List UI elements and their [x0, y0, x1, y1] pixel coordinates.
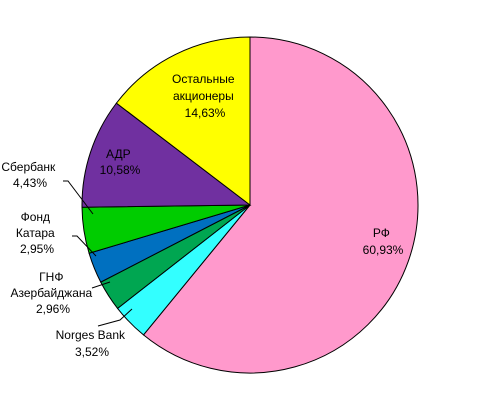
- label-sberbank-value: 4,43%: [13, 176, 47, 190]
- label-gnf-azerbaijan: ГНФ Азербайджана 2,96%: [10, 270, 95, 316]
- label-rf-value: 60,93%: [363, 243, 404, 257]
- leader-line-fond-katara: [72, 235, 97, 257]
- label-fond-katara-line2: Катара: [16, 226, 55, 240]
- label-adr-value: 10,58%: [100, 163, 141, 177]
- leader-line-norges-bank: [97, 308, 133, 327]
- label-rf: РФ 60,93%: [363, 226, 404, 257]
- label-gnf-line1: ГНФ: [39, 270, 63, 284]
- label-gnf-azerbaijan-value: 2,96%: [36, 302, 70, 316]
- pie-slice-5: [81, 102, 252, 208]
- label-ostalnye-line1: Остальные: [172, 72, 235, 86]
- leader-line-gnf-azerbaijan: [91, 281, 111, 289]
- pie-slices: [81, 36, 419, 374]
- label-norges-bank-name: Norges Bank: [56, 328, 126, 342]
- label-adr-name: АДР: [106, 147, 131, 161]
- pie-slice-6: [115, 36, 251, 207]
- label-rf-name: РФ: [373, 226, 390, 240]
- label-ostalnye: Остальные акционеры 14,63%: [172, 72, 238, 120]
- leader-lines: [63, 180, 133, 327]
- label-norges-bank: Norges Bank 3,52%: [56, 328, 129, 359]
- pie-slice-0: [142, 36, 419, 374]
- label-ostalnye-line2: акционеры: [173, 89, 234, 103]
- label-norges-bank-value: 3,52%: [75, 345, 109, 359]
- label-fond-katara-value: 2,95%: [20, 242, 54, 256]
- label-fond-katara: Фонд Катара 2,95%: [16, 210, 58, 256]
- label-gnf-line2: Азербайджана: [10, 286, 92, 300]
- label-fond-katara-line1: Фонд: [21, 210, 50, 224]
- label-adr: АДР 10,58%: [100, 147, 141, 177]
- label-ostalnye-value: 14,63%: [185, 106, 226, 120]
- leader-line-sberbank: [63, 180, 94, 215]
- label-sberbank-name: Сбербанк: [1, 160, 56, 174]
- label-sberbank: Сбербанк 4,43%: [1, 160, 58, 190]
